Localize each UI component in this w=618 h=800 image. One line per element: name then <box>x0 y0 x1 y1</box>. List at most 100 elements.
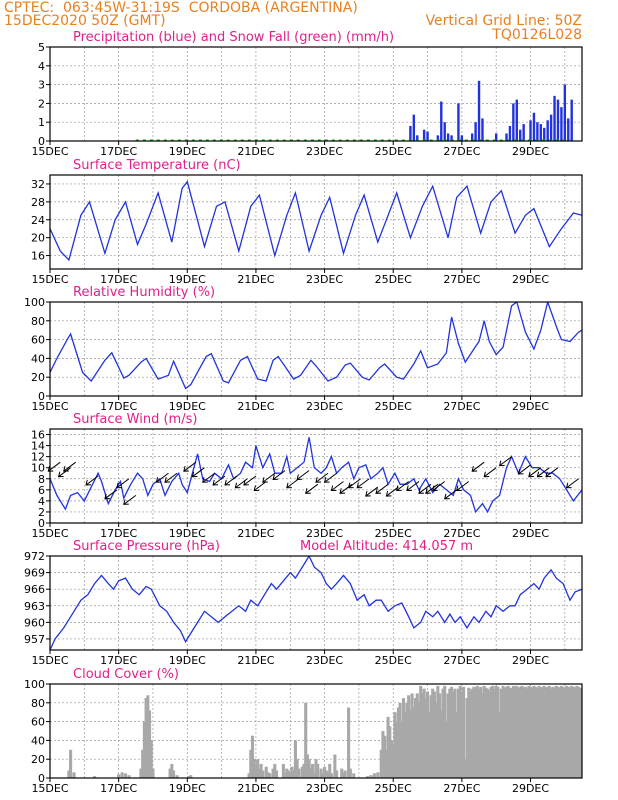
x-tick-label: 29DEC <box>512 527 549 540</box>
y-tick-label: 32 <box>31 178 45 191</box>
bar <box>525 688 529 778</box>
x-tick-label: 29DEC <box>512 400 549 413</box>
bar <box>376 772 380 778</box>
bar <box>544 687 548 778</box>
wind-arrow <box>116 478 130 489</box>
wind-arrow <box>324 472 337 483</box>
wind-arrow-head <box>47 466 54 472</box>
wind-arrow-head <box>375 488 382 494</box>
wind-arrow <box>104 489 118 500</box>
bar <box>146 695 150 778</box>
bar <box>549 688 553 778</box>
wind-arrow <box>471 461 485 472</box>
bar <box>505 133 508 141</box>
bar <box>383 735 387 778</box>
y-tick-label: 0 <box>38 772 45 785</box>
y-tick-label: 5 <box>38 41 45 54</box>
bar <box>536 122 539 141</box>
bar <box>551 686 555 778</box>
wind-arrow <box>224 475 238 486</box>
bar <box>453 688 457 778</box>
bar <box>172 770 176 778</box>
chart-header: CPTEC: 063:45W-31:19S CORDOBA (ARGENTINA… <box>0 0 618 46</box>
x-tick-label: 21DEC <box>237 400 274 413</box>
bar <box>508 125 512 141</box>
y-tick-label: 966 <box>24 583 45 596</box>
y-tick-label: 0 <box>38 517 45 530</box>
bar <box>347 707 351 778</box>
bar <box>553 95 556 141</box>
x-tick-label: 19DEC <box>169 400 206 413</box>
y-tick-label: 100 <box>24 678 45 691</box>
x-tick-label: 29DEC <box>512 782 549 795</box>
wind-arrow <box>85 475 99 486</box>
x-tick-label: 21DEC <box>237 527 274 540</box>
panel-frame <box>49 174 583 270</box>
y-tick-label: 16 <box>31 250 45 263</box>
x-tick-label: 25DEC <box>375 145 412 158</box>
x-tick-label: 23DEC <box>306 400 343 413</box>
bar <box>398 702 402 778</box>
bar <box>520 685 524 778</box>
x-tick-label: 19DEC <box>169 782 206 795</box>
bar <box>511 685 515 778</box>
bar <box>460 693 464 778</box>
wind-arrow <box>566 478 579 489</box>
wind-arrow <box>243 475 257 486</box>
bar <box>519 129 522 141</box>
bar <box>501 685 505 778</box>
wind-arrow <box>425 483 439 494</box>
x-tick-label: 19DEC <box>169 654 206 667</box>
x-tick-label: 21DEC <box>237 782 274 795</box>
bar <box>316 763 320 778</box>
x-tick-label: 23DEC <box>306 782 343 795</box>
bar <box>302 763 306 778</box>
wind-arrow <box>483 467 497 478</box>
x-tick-label: 27DEC <box>443 654 480 667</box>
wind-arrow <box>253 481 267 491</box>
bar <box>395 721 399 778</box>
y-tick-label: 2 <box>38 506 45 519</box>
panel-cloud: 0 20 40 60 80 100 15DEC 17DEC 19DEC 21DEC 23DEC 25D… <box>24 667 583 795</box>
y-tick-label: 40 <box>31 734 45 747</box>
x-tick-label: 17DEC <box>100 145 137 158</box>
bar <box>369 775 373 778</box>
bar <box>257 768 261 778</box>
bar <box>561 686 565 778</box>
bar <box>534 686 538 778</box>
wind-arrow-head <box>323 477 330 483</box>
bar <box>408 710 412 778</box>
bar <box>508 688 512 778</box>
bar <box>489 686 493 778</box>
wind-arrow-head <box>85 479 92 486</box>
x-tick-label: 25DEC <box>375 273 412 286</box>
y-tick-label: 4 <box>38 60 45 73</box>
bar <box>451 691 455 778</box>
bar <box>436 685 440 778</box>
bar <box>540 686 545 778</box>
wind-arrow <box>432 481 446 491</box>
y-tick-label: 2 <box>38 97 45 110</box>
bar <box>558 687 562 778</box>
wind-arrow-head <box>234 482 241 489</box>
wind-arrow-head <box>528 471 534 478</box>
bar <box>498 712 502 778</box>
panel-title: Surface Temperature (nC) <box>73 158 241 173</box>
bar <box>450 135 453 141</box>
bar <box>422 688 426 778</box>
bar <box>187 776 191 778</box>
bar <box>292 770 296 778</box>
bar <box>465 698 469 778</box>
y-tick-label: 0 <box>38 390 45 403</box>
wind-arrow-head <box>425 488 431 494</box>
bar <box>295 759 299 778</box>
bar <box>570 99 573 141</box>
bar <box>432 691 436 778</box>
bar <box>288 773 292 778</box>
x-tick-label: 25DEC <box>375 527 412 540</box>
wind-arrow-head <box>356 482 363 489</box>
y-tick-label: 20 <box>31 753 45 766</box>
wind-arrow-head <box>262 477 268 483</box>
x-tick-label: 25DEC <box>375 654 412 667</box>
bar <box>438 693 442 778</box>
